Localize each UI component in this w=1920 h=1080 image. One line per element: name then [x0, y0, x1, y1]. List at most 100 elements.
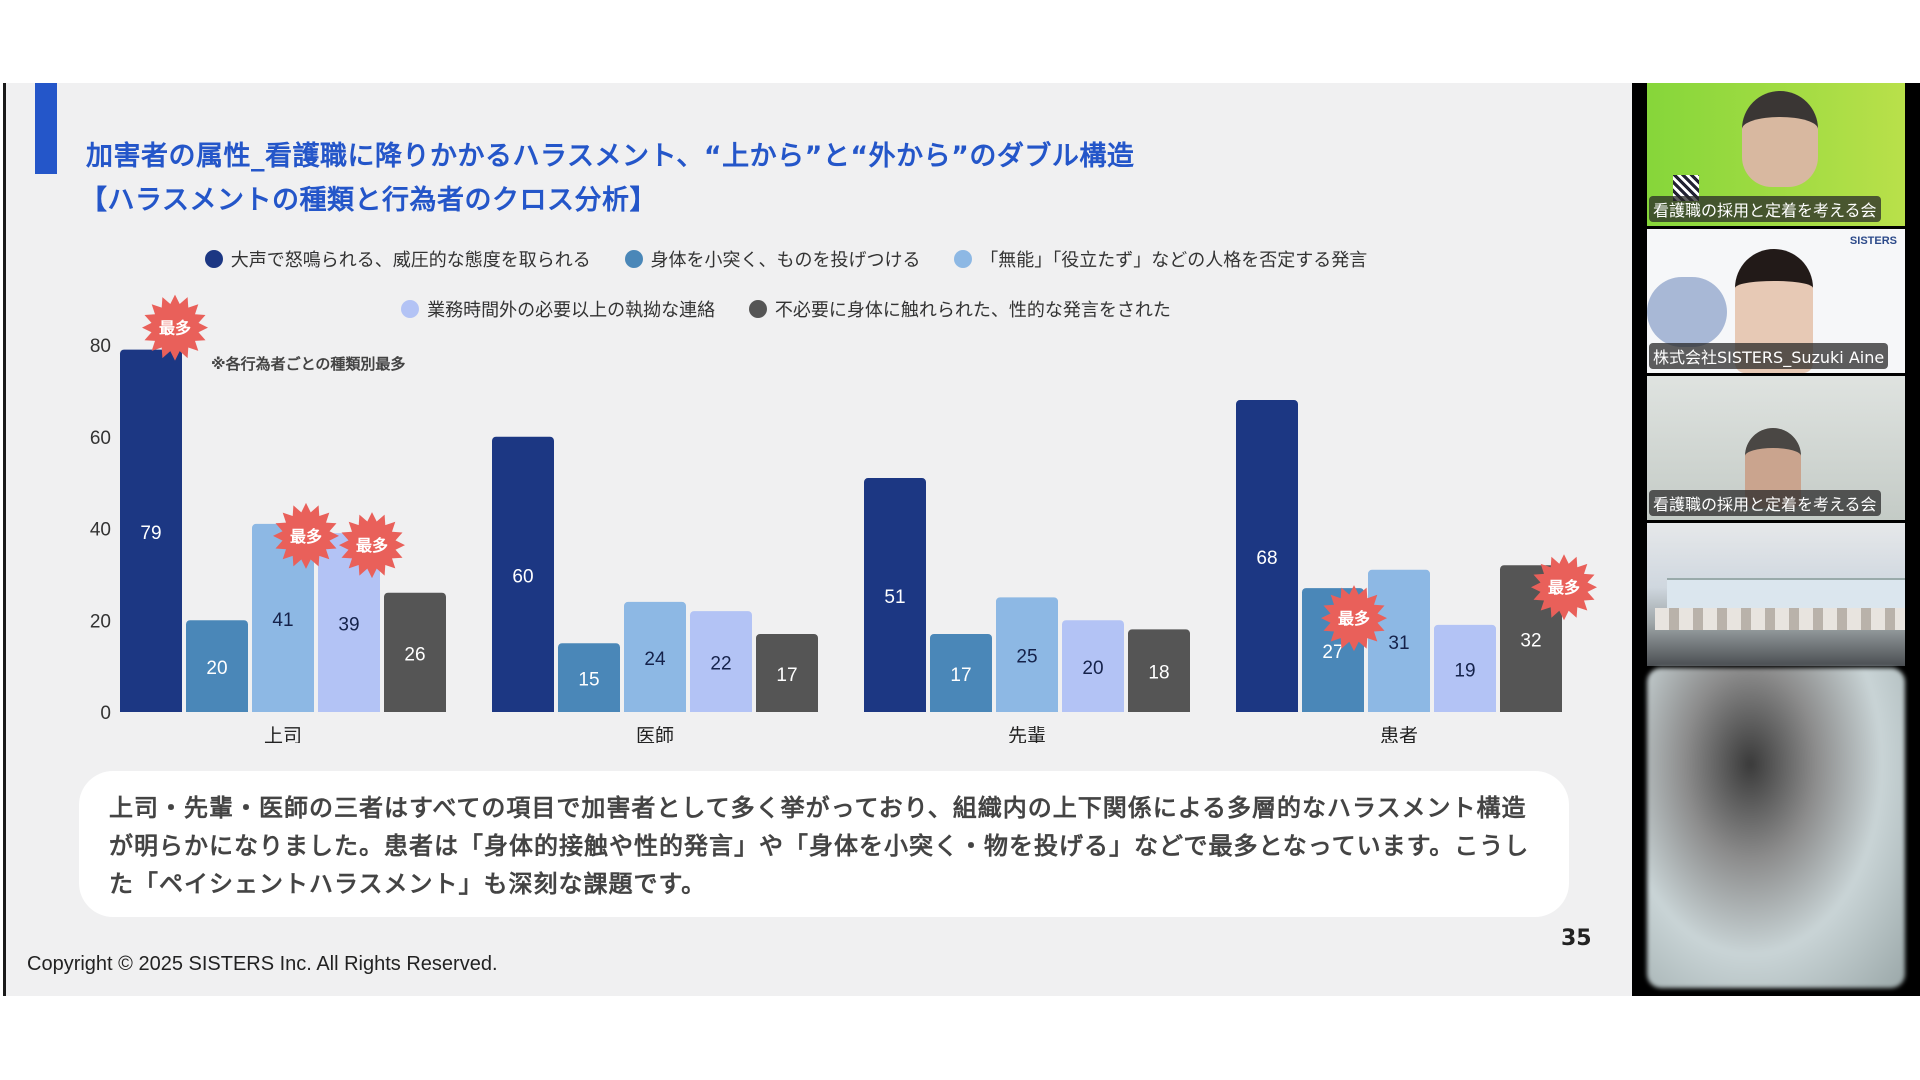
- legend-item: 身体を小突く、ものを投げつける: [624, 246, 921, 272]
- title-line-1: 加害者の属性_看護職に降りかかるハラスメント、“上から”と“外から”のダブル構造: [86, 141, 1135, 172]
- bar-value-label: 22: [710, 654, 731, 675]
- most-badge-label: 最多: [1338, 609, 1370, 628]
- bar: [756, 634, 818, 712]
- y-tick-label: 40: [90, 520, 111, 541]
- sisters-logo: SISTERS: [1849, 235, 1897, 247]
- bar-base: [756, 708, 818, 712]
- most-badge-label: 最多: [290, 527, 322, 546]
- legend-dot: [204, 250, 223, 268]
- bar: [492, 436, 554, 712]
- participant-name: 株式会社SISTERS_Suzuki Aine: [1649, 343, 1889, 369]
- bar: [1236, 400, 1298, 712]
- page-number: 35: [1561, 926, 1592, 951]
- slide-title: 加害者の属性_看護職に降りかかるハラスメント、“上から”と“外から”のダブル構造…: [80, 135, 1135, 223]
- legend-label: 「無能」「役立たず」などの人格を否定する発言: [980, 250, 1368, 271]
- windows-strip: [1667, 578, 1905, 612]
- legend-label: 身体を小突く、ものを投げつける: [650, 250, 921, 271]
- bar: [1062, 620, 1124, 712]
- bar: [1128, 629, 1190, 712]
- bar-value-label: 31: [1388, 633, 1409, 654]
- bar-base: [930, 708, 992, 712]
- bar-chart: 0 20 40 60 80 79 20 41 39 26 上司 60 15 24 22 17 医師 51 17 25 2…: [90, 294, 1597, 743]
- participant-silhouette: [1742, 91, 1818, 187]
- bar-value-label: 17: [950, 665, 971, 686]
- bar-base: [1062, 708, 1124, 712]
- bar: [864, 478, 926, 712]
- bar: [318, 533, 380, 712]
- bar-base: [624, 708, 686, 712]
- video-tile[interactable]: 看護職の採用と定着を考える会: [1647, 83, 1905, 226]
- bar-base: [492, 708, 554, 712]
- participant-name: 看護職の採用と定着を考える会: [1649, 196, 1881, 222]
- bar-base: [384, 708, 446, 712]
- legend-item: 業務時間外の必要以上の執拗な連絡: [401, 296, 715, 322]
- most-badge-starburst: [339, 512, 405, 579]
- bar-value-label: 41: [272, 610, 293, 631]
- legend-dot: [748, 300, 767, 318]
- bar-base: [252, 708, 314, 712]
- bar: [120, 349, 182, 712]
- title-line-2: 【ハラスメントの種類と行為者のクロス分析】: [80, 185, 657, 216]
- bar-value-label: 19: [1454, 660, 1475, 681]
- bar-value-label: 39: [338, 615, 359, 636]
- legend-label: 業務時間外の必要以上の執拗な連絡: [427, 300, 716, 321]
- video-participants-panel: 看護職の採用と定着を考える会 SISTERS 株式会社SISTERS_Suzuk…: [1632, 83, 1920, 996]
- bar-base: [318, 708, 380, 712]
- bar: [930, 634, 992, 712]
- video-tile[interactable]: SISTERS 株式会社SISTERS_Suzuki Aine: [1647, 229, 1905, 373]
- audience-row: [1655, 608, 1905, 630]
- bar-value-label: 17: [776, 665, 797, 686]
- bar-value-label: 26: [404, 644, 425, 665]
- bar-value-label: 15: [578, 670, 599, 691]
- bar-base: [558, 708, 620, 712]
- y-tick-label: 80: [90, 336, 111, 357]
- bar-base: [1500, 708, 1562, 712]
- bar-value-label: 20: [1082, 658, 1103, 679]
- bar-base: [1368, 708, 1430, 712]
- most-badge-starburst: [142, 294, 208, 361]
- bar-base: [1128, 708, 1190, 712]
- bar-value-label: 79: [140, 523, 161, 544]
- chart-note: ※各行為者ごとの種類別最多: [211, 355, 406, 373]
- legend-label: 不必要に身体に触れられた、性的な発言をされた: [774, 300, 1171, 321]
- legend-label: 大声で怒鳴られる、威圧的な態度を取られる: [230, 250, 591, 271]
- bar-base: [996, 708, 1058, 712]
- bar-base: [864, 708, 926, 712]
- bar: [624, 601, 686, 712]
- most-badge-starburst: [273, 502, 339, 569]
- bar-base: [1236, 708, 1298, 712]
- bar: [186, 620, 248, 712]
- logo-shape: [1647, 277, 1727, 347]
- legend-dot: [401, 300, 420, 318]
- legend-item: 「無能」「役立たず」などの人格を否定する発言: [954, 246, 1367, 272]
- video-tile[interactable]: 看護職の採用と定着を考える会: [1647, 376, 1905, 520]
- bar-value-label: 32: [1520, 631, 1541, 652]
- bar-base: [1302, 708, 1364, 712]
- chart-legend-row-2: 業務時間外の必要以上の執拗な連絡 不必要に身体に触れられた、性的な発言をされた: [6, 296, 1566, 323]
- chart-legend-row-1: 大声で怒鳴られる、威圧的な態度を取られる 身体を小突く、ものを投げつける 「無能…: [6, 246, 1566, 273]
- legend-dot: [624, 250, 643, 268]
- x-category-label: 上司: [264, 725, 302, 743]
- most-badge-starburst: [1531, 554, 1597, 621]
- video-tile-blurred[interactable]: [1647, 668, 1905, 988]
- bar: [558, 643, 620, 712]
- bar-base: [120, 708, 182, 712]
- legend-item: 大声で怒鳴られる、威圧的な態度を取られる: [204, 246, 591, 272]
- bar: [384, 592, 446, 712]
- bar-value-label: 60: [512, 566, 533, 587]
- legend-dot: [954, 250, 973, 268]
- video-tile[interactable]: [1647, 523, 1905, 666]
- bar-base: [1434, 708, 1496, 712]
- bar: [1434, 624, 1496, 712]
- copyright-text: Copyright © 2025 SISTERS Inc. All Rights…: [27, 953, 498, 975]
- presentation-slide: 加害者の属性_看護職に降りかかるハラスメント、“上から”と“外から”のダブル構造…: [3, 83, 1632, 996]
- bar-value-label: 20: [206, 658, 227, 679]
- y-tick-label: 20: [90, 611, 111, 632]
- y-tick-label: 0: [100, 703, 111, 724]
- bar-value-label: 27: [1322, 642, 1343, 663]
- bar: [690, 611, 752, 712]
- most-badge-starburst: [1321, 585, 1387, 652]
- most-badge-label: 最多: [356, 536, 388, 555]
- title-accent-bar: [35, 83, 57, 174]
- x-category-label: 先輩: [1008, 725, 1046, 743]
